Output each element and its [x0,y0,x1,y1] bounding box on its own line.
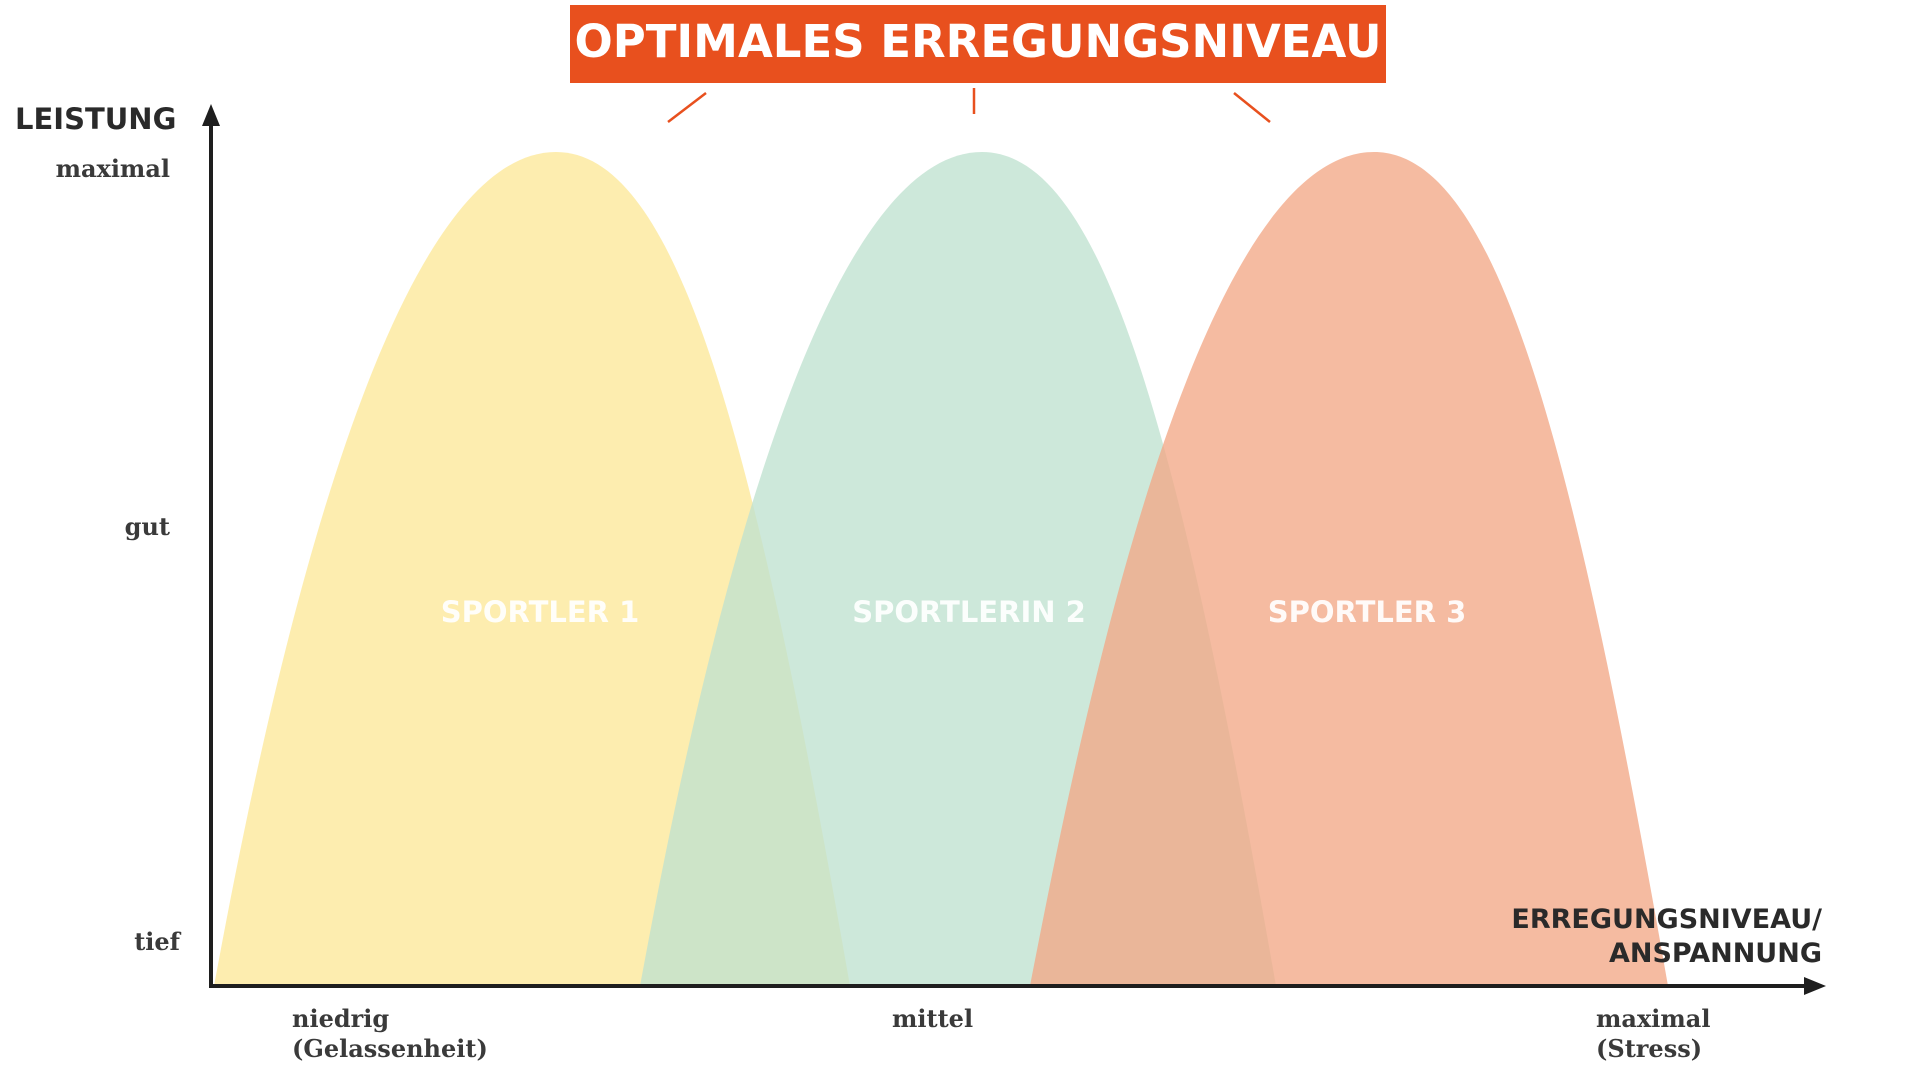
curve-label-sportlerin-2: SPORTLERIN 2 [852,595,1086,629]
curve-label-sportler-1: SPORTLER 1 [441,595,640,629]
y-level-maximal: maximal [56,154,170,183]
banner-title: OPTIMALES ERREGUNGSNIVEAU [575,15,1382,68]
x-tick-niedrig-sub: (Gelassenheit) [292,1034,488,1063]
y-axis-title: LEISTUNG [15,102,176,136]
curve-label-sportler-3: SPORTLER 3 [1268,595,1467,629]
x-tick-maximal-sub: (Stress) [1596,1034,1702,1063]
x-axis-title-line2: ANSPANNUNG [1609,938,1822,969]
curves-group [214,152,1668,986]
banner-pointer-right [1233,92,1271,123]
banner-box [570,5,1386,83]
x-axis-arrow-icon [1804,977,1826,995]
x-tick-maximal: maximal [1596,1004,1710,1033]
x-axis-title-line1: ERREGUNGSNIVEAU/ [1511,904,1822,935]
y-level-gut: gut [125,512,170,541]
y-axis-arrow-icon [202,104,220,126]
x-tick-niedrig: niedrig [292,1004,389,1033]
x-tick-mittel: mittel [892,1004,973,1033]
y-level-tief: tief [134,927,181,956]
curve-sportler-3 [1030,152,1668,986]
banner-pointer-left [667,92,707,123]
axes [202,104,1826,995]
